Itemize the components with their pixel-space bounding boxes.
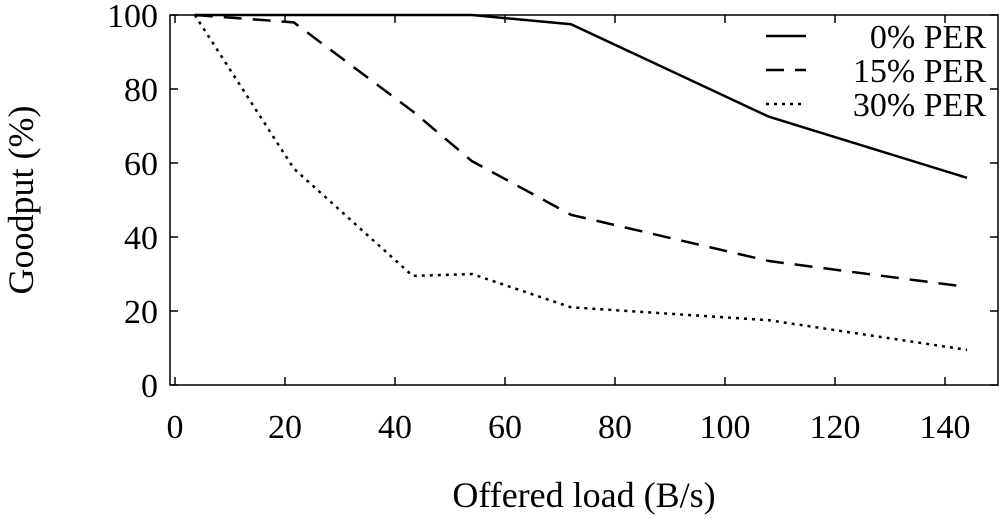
y-tick-label: 100	[107, 0, 158, 35]
series-line-0-per	[194, 13, 968, 179]
x-tick-label: 40	[378, 409, 412, 446]
y-tick-label: 60	[124, 146, 158, 183]
x-tick-label: 140	[920, 409, 971, 446]
x-tick-label: 20	[268, 409, 302, 446]
legend-label: 30% PER	[853, 87, 987, 124]
x-axis-label: Offered load (B/s)	[452, 475, 715, 515]
y-tick-label: 40	[124, 220, 158, 257]
series-lines	[193, 13, 968, 352]
plot-frame	[169, 14, 999, 386]
x-tick-label: 120	[810, 409, 861, 446]
x-tick-label: 0	[167, 409, 184, 446]
x-tick-label: 60	[488, 409, 522, 446]
y-tick-label: 80	[124, 72, 158, 109]
legend-label: 15% PER	[853, 53, 987, 90]
x-axis-ticks: 0 20 40 60 80 100 120 140	[167, 15, 971, 446]
y-axis-label: Goodput (%)	[1, 106, 41, 295]
series-line-15-per	[194, 13, 968, 289]
series-line-30-per	[193, 14, 968, 352]
x-tick-label: 80	[598, 409, 632, 446]
legend-label: 0% PER	[870, 19, 987, 56]
y-tick-label: 0	[141, 368, 158, 405]
y-axis-ticks: 0 20 40 60 80 100	[107, 0, 998, 405]
x-tick-label: 100	[700, 409, 751, 446]
y-tick-label: 20	[124, 294, 158, 331]
